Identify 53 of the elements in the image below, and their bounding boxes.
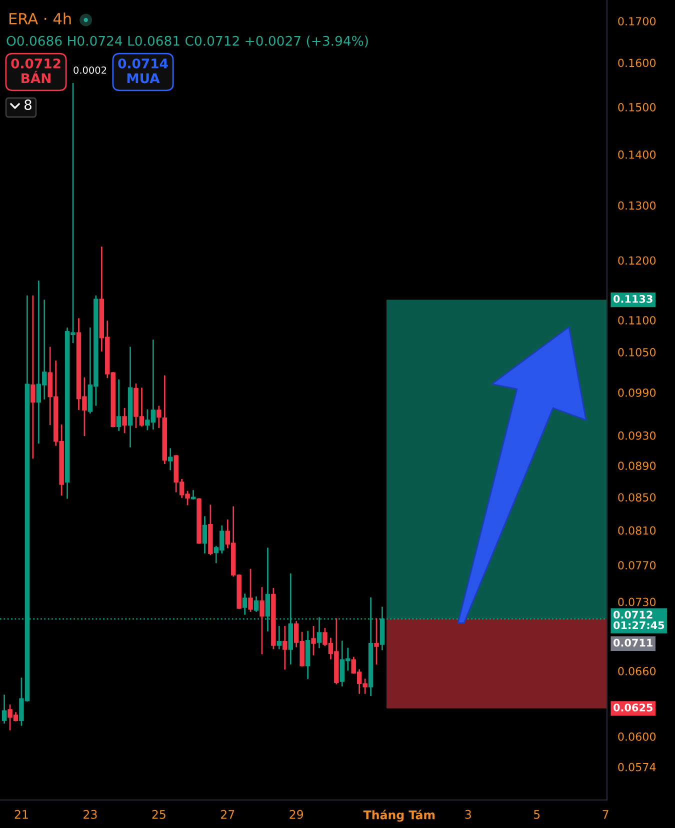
candlestick [276, 626, 282, 650]
x-tick-label: 7 [602, 810, 608, 819]
y-tick-label: 0.0660 [618, 666, 656, 676]
y-tick-label: 0.0850 [618, 493, 656, 502]
candlestick [248, 568, 253, 612]
annotation: 0.0712 BÁN [11, 58, 60, 84]
candlestick [156, 406, 162, 428]
y-tick-label: 0.0810 [618, 526, 656, 535]
y-tick-label: 0.0600 [618, 732, 656, 741]
y-tick-label: 0.1050 [618, 348, 656, 356]
candlestick [2, 694, 7, 724]
annotation: 8 [24, 100, 32, 110]
y-tick-label: 0.0730 [618, 598, 656, 606]
band-label: 0.1133 [614, 294, 652, 303]
x-tick-label: Tháng Tám [363, 810, 435, 822]
x-tick-label: 23 [84, 810, 97, 819]
y-tick-label: 0.1600 [618, 58, 656, 68]
y-tick-label: 0.0990 [618, 388, 656, 397]
y-tick-label: 0.1700 [618, 17, 656, 26]
y-tick-label: 0.0574 [618, 762, 656, 772]
annotation: 0.0002 [74, 66, 106, 74]
y-tick-label: 0.1400 [618, 150, 656, 159]
candlestick [282, 626, 288, 670]
y-tick-label: 0.1100 [618, 316, 656, 324]
band-label: 0.0625 [614, 704, 652, 712]
x-tick-label: 21 [14, 810, 28, 819]
annotation: 0.0714 MUA [118, 58, 168, 84]
y-tick-label: 0.0890 [618, 462, 656, 470]
x-tick-label: 29 [290, 810, 304, 819]
y-tick-label: 0.0770 [618, 561, 656, 570]
x-tick-label: 3 [465, 810, 471, 819]
x-tick-label: 5 [534, 810, 540, 819]
y-tick-label: 0.1300 [618, 201, 656, 210]
candlestick [202, 516, 208, 554]
y-tick-label: 0.1200 [618, 256, 656, 265]
candlestick [260, 587, 264, 654]
candlestick [190, 490, 196, 500]
text: O0.0686 H0.0724 L0.0681 C0.0712 +0.0027 (+3.94%) [6, 36, 368, 48]
y-tick-label: 0.0930 [618, 431, 656, 440]
text: 0.0711 [614, 638, 652, 647]
candlestick [30, 295, 36, 459]
y-tick-label: 0.1500 [618, 103, 656, 112]
candlestick [254, 596, 259, 612]
candlestick [374, 618, 379, 664]
candlestick [122, 408, 127, 434]
candlestick [311, 626, 316, 656]
x-tick-label: 27 [220, 810, 234, 819]
candlestick [168, 448, 173, 470]
ref-line-label: 0.0712 01:27:45 [614, 610, 664, 630]
text: ERA · 4h [10, 12, 71, 24]
candlestick [242, 594, 248, 615]
candlestick [116, 379, 122, 431]
x-tick-label: 25 [152, 810, 166, 819]
